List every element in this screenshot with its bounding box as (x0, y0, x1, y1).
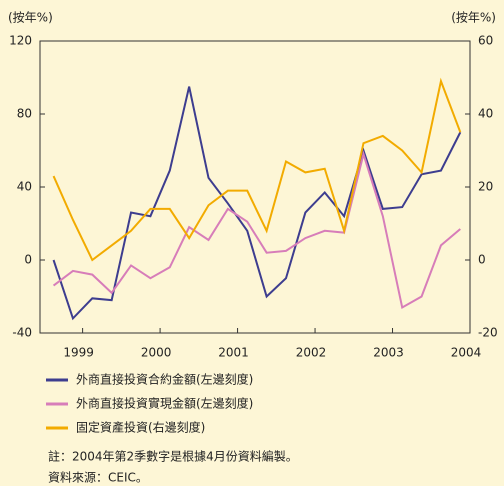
y-tick-label: 80 (17, 107, 32, 121)
y-tick-label: 120 (9, 34, 32, 48)
y2-tick-label: 20 (478, 180, 493, 194)
y2-axis-label: (按年%) (451, 11, 496, 25)
series-line (52, 77, 462, 262)
y-tick-label: -40 (12, 326, 32, 340)
series-line (52, 86, 462, 321)
x-tick-label: 2003 (373, 346, 404, 360)
x-tick-label: 2000 (141, 346, 172, 360)
y2-tick-label: 40 (478, 107, 493, 121)
legend-label: 固定資產投資(右邊刻度) (76, 420, 205, 435)
series-line (52, 150, 461, 309)
x-tick-label: 2001 (218, 346, 249, 360)
legend-label: 外商直接投資實現金額(左邊刻度) (76, 396, 253, 411)
y-axis-label: (按年%) (8, 11, 53, 25)
y2-tick-label: 60 (478, 34, 493, 48)
x-tick-label: 2004 (451, 346, 482, 360)
x-tick-label: 1999 (63, 346, 94, 360)
y2-tick-label: -20 (478, 326, 498, 340)
y-tick-label: 40 (17, 180, 32, 194)
x-tick-label: 2002 (296, 346, 327, 360)
note: 註：2004年第2季數字是根據4月份資料編製。 (48, 449, 298, 464)
y2-tick-label: 0 (478, 253, 486, 267)
legend-label: 外商直接投資合約金額(左邊刻度) (76, 372, 253, 387)
note: 資料來源：CEIC。 (48, 471, 148, 485)
y-tick-label: 0 (24, 253, 32, 267)
